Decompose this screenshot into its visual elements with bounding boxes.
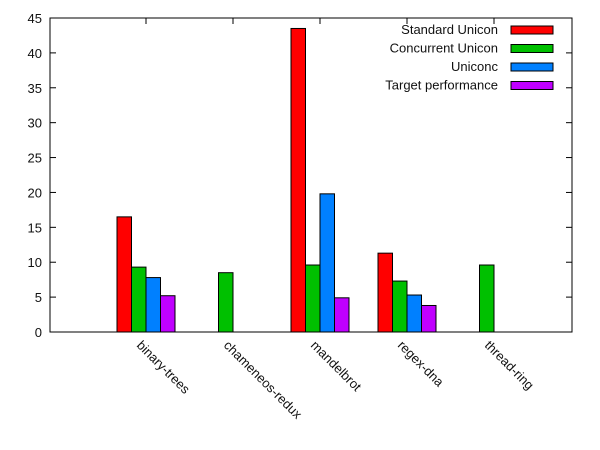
y-tick-label: 40	[28, 46, 42, 61]
y-tick-label: 30	[28, 116, 42, 131]
x-tick-label: mandelbrot	[308, 338, 365, 395]
y-tick-label: 10	[28, 255, 42, 270]
x-tick-label: binary-trees	[134, 338, 193, 397]
legend-swatch	[510, 44, 554, 53]
y-tick-label: 20	[28, 185, 42, 200]
bar-uniconc-mandelbrot	[319, 193, 335, 333]
bar-uniconc-regex-dna	[406, 294, 422, 333]
bar-concurrent-unicon-regex-dna	[392, 280, 408, 333]
bar-standard-unicon-regex-dna	[377, 252, 393, 333]
bar-target-performance-mandelbrot	[334, 297, 350, 333]
bar-concurrent-unicon-chameneos-redux	[218, 272, 234, 333]
bar-concurrent-unicon-binary-trees	[131, 266, 147, 333]
bar-concurrent-unicon-mandelbrot	[305, 264, 321, 333]
x-tick-label: regex-dna	[395, 338, 448, 391]
x-tick-label: thread-ring	[482, 338, 537, 393]
y-tick-label: 5	[35, 290, 42, 305]
y-tick-label: 0	[35, 325, 42, 340]
y-tick-label: 35	[28, 81, 42, 96]
bar-standard-unicon-binary-trees	[116, 216, 132, 333]
x-tick-label: chameneos-redux	[221, 338, 306, 423]
bar-standard-unicon-mandelbrot	[290, 27, 306, 333]
bar-concurrent-unicon-thread-ring	[479, 264, 495, 333]
y-tick-label: 15	[28, 220, 42, 235]
y-tick-label: 45	[28, 11, 42, 26]
bar-target-performance-binary-trees	[160, 295, 176, 333]
legend-label: Concurrent Unicon	[390, 41, 498, 56]
legend-label: Target performance	[385, 78, 498, 93]
legend: Standard Unicon Concurrent Unicon Uniconc T…	[385, 22, 554, 93]
legend-label: Standard Unicon	[401, 22, 498, 37]
y-axis: 0 5 10 15 20 25 30 35 40 45	[28, 11, 572, 340]
y-tick-label: 25	[28, 151, 42, 166]
legend-swatch	[510, 25, 554, 35]
legend-swatch	[510, 81, 554, 90]
bar-uniconc-binary-trees	[145, 277, 161, 333]
bars-group	[116, 27, 495, 333]
legend-label: Uniconc	[451, 59, 498, 74]
bar-target-performance-regex-dna	[421, 304, 437, 333]
legend-swatch	[510, 62, 554, 72]
